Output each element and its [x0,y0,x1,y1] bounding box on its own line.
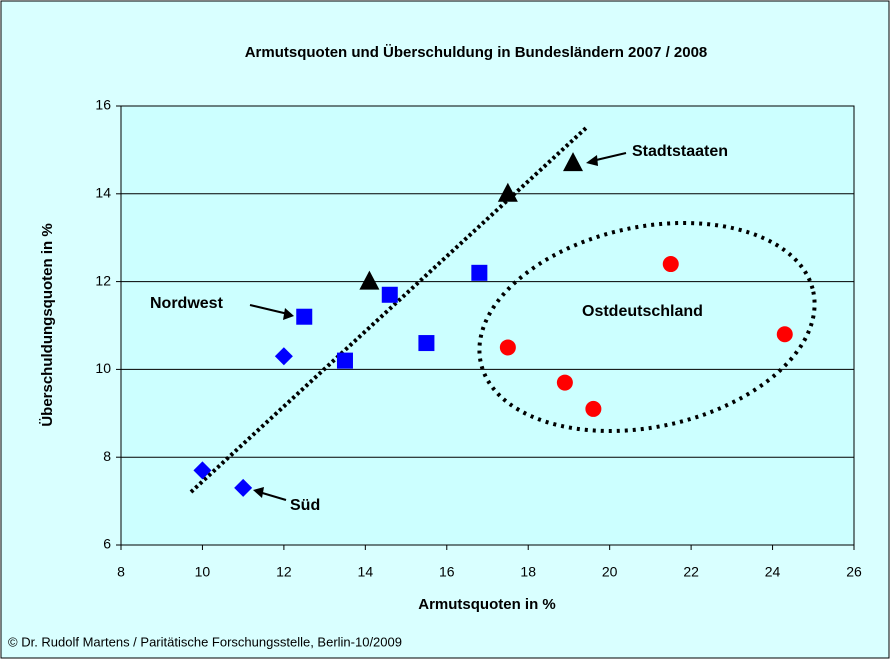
annotation: Stadtstaaten [632,143,728,160]
data-point [585,400,602,417]
data-point [563,152,584,172]
chart-title: Armutsquoten und Überschuldung in Bundes… [245,44,708,61]
y-tick-label: 6 [103,536,111,552]
y-tick-label: 8 [103,448,111,464]
y-tick-label: 10 [95,360,111,376]
x-tick-label: 22 [683,564,699,580]
data-point [193,461,212,480]
x-tick-label: 20 [602,564,618,580]
data-point [497,182,518,202]
arrow-head [586,155,598,166]
data-point [776,326,793,343]
y-axis-label: Überschuldungsquoten in % [39,223,56,426]
x-axis-label: Armutsquoten in % [418,596,556,613]
group-ellipse [477,220,817,434]
y-tick-label: 14 [95,185,111,201]
arrow-head [283,308,294,320]
annotation: Nordwest [150,295,224,312]
y-tick-label: 16 [95,97,111,113]
y-tick-label: 12 [95,272,111,288]
data-point [336,352,353,369]
x-tick-label: 14 [358,564,374,580]
data-point [471,264,488,281]
x-tick-label: 24 [765,564,781,580]
x-tick-label: 12 [276,564,292,580]
x-tick-label: 8 [117,564,125,580]
data-point [662,256,679,273]
arrow [258,491,287,501]
x-tick-label: 18 [520,564,536,580]
data-point [234,478,253,497]
annotation: Ostdeutschland [582,303,703,320]
x-tick-label: 26 [846,564,862,580]
data-point [499,339,516,356]
arrow [591,152,627,162]
plot-area [120,105,855,546]
footer: © Dr. Rudolf Martens / Paritätische Fors… [8,634,402,649]
data-point [359,270,380,290]
data-point [556,374,573,391]
arrow [249,304,289,315]
annotation: Süd [290,497,320,514]
data-point [296,308,313,325]
data-point [381,286,398,303]
arrow-head [253,487,264,498]
annotation-layer [189,126,817,501]
data-point [418,335,435,352]
x-tick-label: 16 [439,564,455,580]
data-point [274,347,293,366]
x-tick-label: 10 [195,564,211,580]
